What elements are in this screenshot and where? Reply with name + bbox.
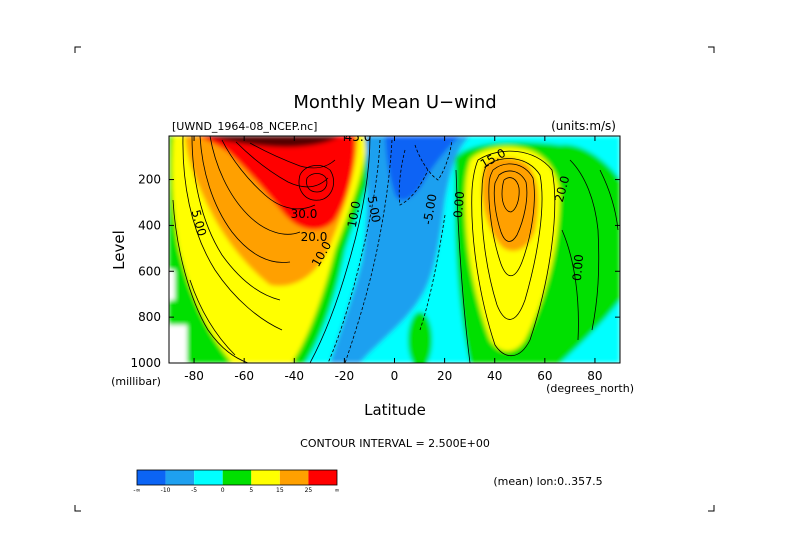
x-tick-label: -60	[234, 369, 254, 383]
colorbar-label: -5	[191, 487, 197, 494]
contour-label: 10.0	[345, 200, 363, 229]
y-tick-label: 1000	[130, 356, 161, 370]
colorbar-swatch	[165, 470, 195, 485]
contour-label: -5.00	[420, 193, 439, 226]
contour-label: 0.00	[570, 254, 586, 282]
y-tick-label: 600	[138, 264, 161, 278]
x-tick-label: -20	[335, 369, 355, 383]
colorbar-label: 5	[249, 487, 253, 494]
colorbar-swatch	[308, 470, 337, 485]
x-tick-label: -40	[284, 369, 304, 383]
chart-title: Monthly Mean U−wind	[293, 92, 496, 113]
y-tick-label: 200	[138, 173, 161, 187]
x-tick-label: 60	[537, 369, 552, 383]
y-axis: 200 400 600 800 1000	[130, 173, 620, 370]
contour-lines	[172, 136, 619, 363]
contour-interval-text: CONTOUR INTERVAL = 2.500E+00	[300, 437, 490, 450]
contour-label: 20.0	[552, 174, 572, 203]
filled-contours	[169, 136, 620, 363]
y-axis-label: Level	[110, 230, 128, 270]
y-units-label: (millibar)	[111, 375, 161, 388]
x-tick-label: 20	[437, 369, 452, 383]
page-corner-marks	[74, 46, 715, 512]
colorbar-label: 15	[276, 487, 284, 494]
y-tick-label: 800	[138, 310, 161, 324]
colorbar-swatch	[279, 470, 309, 485]
contour-label: 0.00	[451, 191, 467, 219]
x-units-label: (degrees_north)	[546, 382, 634, 395]
contour-label: 30.0	[291, 207, 318, 221]
y-tick-label: 400	[138, 218, 161, 232]
x-tick-label: 40	[487, 369, 502, 383]
colorbar-label: 25	[305, 487, 313, 494]
x-axis-label: Latitude	[364, 401, 426, 419]
colorbar-swatch	[194, 470, 223, 485]
colorbar-label: ∞	[335, 487, 340, 494]
contour-label: 45.0	[345, 130, 372, 144]
contour-label: 5.00	[189, 208, 209, 237]
colorbar-label: -∞	[133, 487, 140, 494]
dataset-label: [UWND_1964-08_NCEP.nc]	[172, 120, 317, 133]
x-tick-label: -80	[184, 369, 204, 383]
contour-label: 5.00	[365, 195, 383, 224]
units-label: (units:m/s)	[551, 119, 616, 133]
colorbar-label: -10	[161, 487, 171, 494]
x-axis: -80 -60 -40 -20 0 20 40 60 80	[184, 136, 603, 383]
x-tick-label: 0	[391, 369, 399, 383]
x-tick-label: 80	[587, 369, 602, 383]
colorbar-swatch	[137, 470, 166, 485]
mean-note: (mean) lon:0..357.5	[493, 475, 602, 488]
contour-label: 20.0	[301, 230, 328, 244]
colorbar-frame	[136, 469, 338, 486]
contour-plot-area: 45.0 30.0 20.0 10.0 10.0 5.00 5.00 -5.00…	[169, 130, 620, 363]
colorbar-swatch	[222, 470, 252, 485]
colorbar-label: 0	[221, 487, 225, 494]
colorbar-swatch	[251, 470, 280, 485]
colorbar: -∞ -10 -5 0 5 15 25 ∞	[133, 469, 340, 494]
